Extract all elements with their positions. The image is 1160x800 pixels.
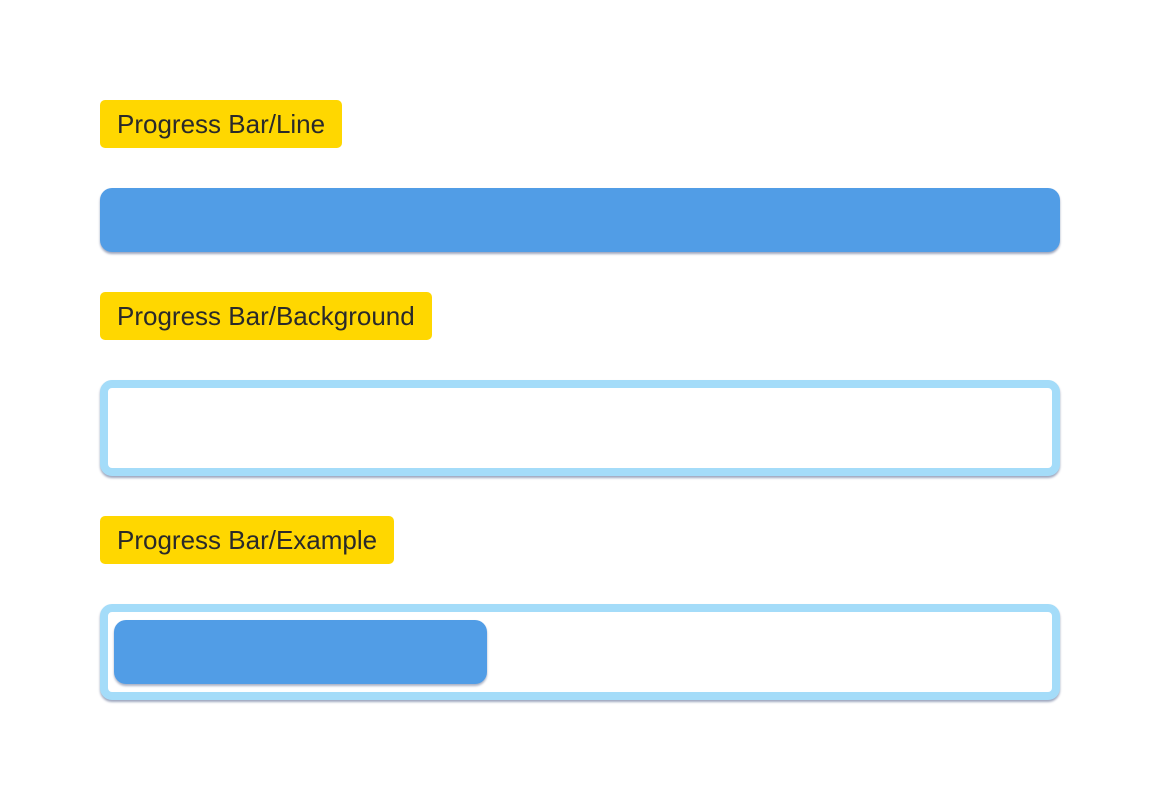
progress-bar-background-label-text: Progress Bar/Background — [117, 300, 415, 331]
progress-bar-example-fill — [114, 620, 487, 684]
progress-bar-example-label: Progress Bar/Example — [100, 516, 395, 564]
progress-bar-line — [100, 188, 1060, 252]
progress-bar-example — [100, 604, 1060, 700]
progress-bar-example-label-text: Progress Bar/Example — [117, 524, 378, 555]
progress-bar-line-label: Progress Bar/Line — [100, 100, 343, 148]
progress-bar-line-label-text: Progress Bar/Line — [117, 108, 326, 139]
progress-bar-background — [100, 380, 1060, 476]
progress-bar-background-label: Progress Bar/Background — [100, 292, 432, 340]
